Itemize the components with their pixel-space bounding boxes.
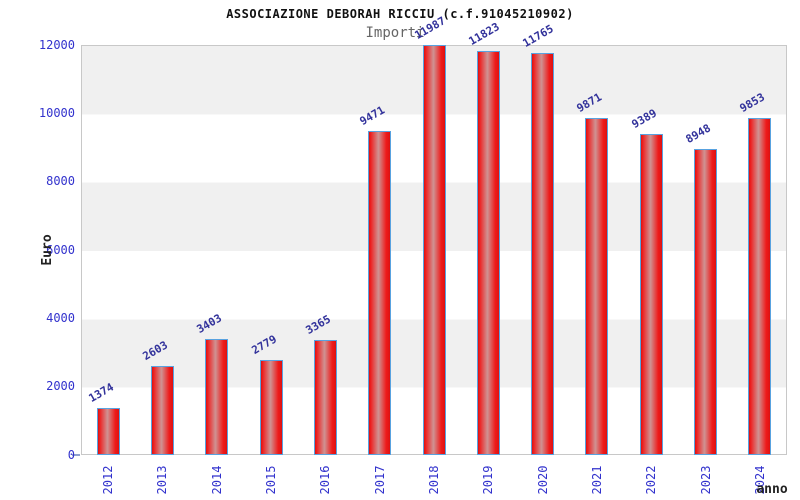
x-tick-label-2021: 2021: [589, 465, 604, 495]
x-tick-label-2022: 2022: [644, 465, 659, 495]
y-axis-title: Euro: [40, 234, 55, 266]
chart-subtitle: Importi: [365, 25, 425, 41]
bar-2022: [639, 134, 663, 455]
x-tick-label-2016: 2016: [318, 465, 333, 495]
y-tick-label: 8000: [46, 174, 75, 189]
x-tick-label-2017: 2017: [372, 465, 387, 495]
x-tick-label-2013: 2013: [155, 465, 170, 495]
y-tick-label: 2000: [46, 379, 75, 394]
y-tick-label: 4000: [46, 310, 75, 325]
bar-2014: [205, 338, 229, 455]
x-tick-label-2023: 2023: [698, 465, 713, 495]
bar-2016: [313, 340, 337, 455]
bar-2020: [531, 53, 555, 455]
chart-title: ASSOCIAZIONE DEBORAH RICCIU (c.f.9104521…: [226, 7, 574, 21]
bar-2019: [476, 51, 500, 455]
y-tick-label: 0: [67, 447, 75, 462]
x-tick-label-2020: 2020: [535, 465, 550, 495]
bar-2017: [368, 131, 392, 455]
x-tick-label-2019: 2019: [481, 465, 496, 495]
bar-2021: [585, 117, 609, 455]
bar-2012: [96, 408, 120, 455]
y-tick-label: 6000: [46, 242, 75, 257]
x-tick-label-2018: 2018: [427, 465, 441, 495]
bar-2024: [748, 118, 772, 455]
x-tick-label-2012: 2012: [101, 465, 116, 495]
bar-2015: [259, 360, 283, 455]
bar-2018: [422, 45, 446, 455]
y-axis-origin-tick: [72, 454, 80, 456]
x-tick-label-2014: 2014: [209, 465, 224, 495]
y-tick-label: 10000: [38, 105, 75, 120]
x-axis-title: anno: [756, 482, 788, 497]
bar-2023: [694, 149, 718, 455]
y-tick-label: 12000: [38, 37, 75, 52]
x-tick-label-2015: 2015: [264, 465, 279, 495]
bar-2013: [150, 366, 174, 455]
